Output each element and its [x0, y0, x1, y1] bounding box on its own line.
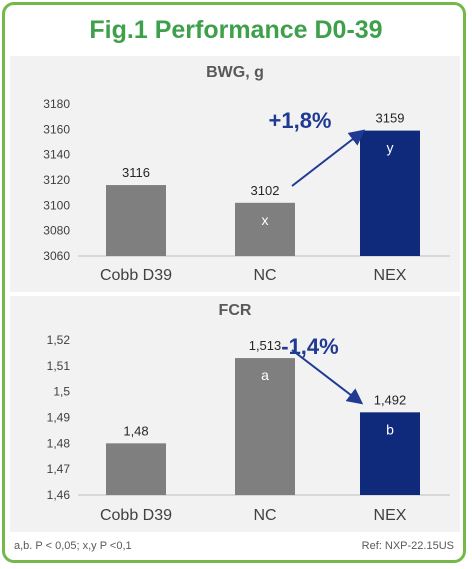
bwg-chart-panel: BWG, g 3060 3080 3100 3120 3140 3160 3180 3116 C…	[10, 56, 460, 292]
bwg-value-label: 3159	[376, 111, 405, 126]
fcr-ytick-label: 1,46	[47, 488, 71, 502]
fcr-value-label: 1,48	[123, 423, 148, 438]
bwg-chart: 3060 3080 3100 3120 3140 3160 3180 3116 Cobb D39…	[43, 97, 450, 284]
fcr-ytick-label: 1,5	[53, 385, 70, 399]
bwg-ytick-label: 3120	[43, 173, 70, 187]
bwg-value-label: 3116	[122, 165, 150, 180]
bwg-category-label: Cobb D39	[100, 267, 172, 284]
bwg-ytick-label: 3100	[43, 198, 70, 212]
reference-footnote: Ref: NXP-22.15US	[361, 540, 454, 552]
fcr-change-arrow	[291, 349, 364, 405]
bwg-ytick-label: 3060	[43, 249, 70, 263]
bwg-category-label: NEX	[374, 267, 407, 284]
fcr-category-label: NEX	[374, 507, 407, 524]
fcr-value-label: 1,492	[374, 392, 407, 407]
bwg-bar-nc	[235, 202, 295, 256]
figure-title: Fig.1 Performance D0-39	[89, 16, 383, 44]
fcr-category-label: NC	[253, 507, 276, 524]
bwg-bar-cobb-d39	[106, 185, 166, 256]
fcr-value-label: 1,513	[249, 338, 282, 353]
bwg-category-label: NC	[253, 267, 276, 284]
bwg-ytick-label: 3180	[43, 97, 70, 111]
bwg-ytick-label: 3080	[43, 224, 70, 238]
bwg-change-arrow	[291, 129, 366, 187]
significance-footnote: a,b. P < 0,05; x,y P <0,1	[14, 540, 132, 552]
fcr-chart-panel: FCR 1,46 1,47 1,48 1,49 1,5 1,51 1,52 1,48 Cobb …	[10, 296, 460, 532]
fcr-bar-nc	[235, 358, 295, 495]
bwg-change-annotation: +1,8%	[269, 108, 332, 133]
fcr-significance-letter: a	[261, 367, 269, 383]
bwg-value-label: 3102	[251, 183, 280, 198]
bwg-significance-letter: y	[387, 140, 394, 156]
bwg-chart-title: BWG, g	[206, 64, 264, 81]
fcr-chart: 1,46 1,47 1,48 1,49 1,5 1,51 1,52 1,48 Cobb D39 1…	[47, 333, 450, 524]
fcr-change-annotation: -1,4%	[281, 334, 338, 359]
bwg-ytick-label: 3140	[43, 148, 70, 162]
bwg-bar-nex	[360, 130, 420, 256]
fcr-chart-title: FCR	[218, 302, 252, 319]
bwg-ytick-label: 3160	[43, 122, 70, 136]
fcr-ytick-label: 1,48	[47, 436, 71, 450]
fcr-bar-cobb-d39	[106, 443, 166, 495]
bwg-significance-letter: x	[262, 212, 269, 228]
fcr-ytick-label: 1,52	[47, 333, 71, 347]
fcr-ytick-label: 1,47	[47, 462, 71, 476]
fcr-category-label: Cobb D39	[100, 507, 172, 524]
fcr-bar-nex	[360, 412, 420, 495]
fcr-significance-letter: b	[386, 421, 394, 437]
fcr-ytick-label: 1,51	[47, 359, 71, 373]
fcr-ytick-label: 1,49	[47, 411, 71, 425]
